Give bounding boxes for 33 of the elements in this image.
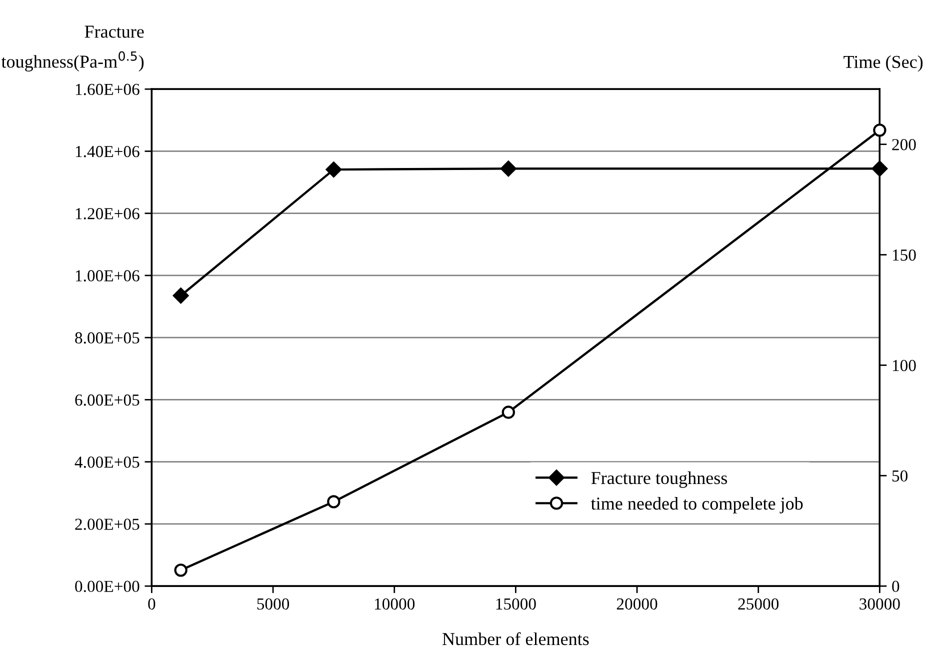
point xyxy=(326,162,342,178)
y-tick-label: 4.00E+05 xyxy=(74,456,140,468)
x-tick-label: 30000 xyxy=(860,598,900,610)
x-tick-label: 5000 xyxy=(257,598,290,610)
point xyxy=(502,406,516,419)
y-tick-label: 1.20E+06 xyxy=(76,208,140,220)
y-tick-label: 2.00E+05 xyxy=(75,518,140,530)
y2-tick-label: 50 xyxy=(892,470,908,482)
point xyxy=(500,160,516,177)
y-tick-label: 6.00E+05 xyxy=(75,394,140,406)
x-tick-label: 20000 xyxy=(616,598,658,610)
point xyxy=(873,124,886,137)
point xyxy=(172,288,189,304)
y-tick-label: 1.00E+06 xyxy=(76,270,140,282)
x-tick-label: 10000 xyxy=(374,598,415,610)
x-tick-label: 15000 xyxy=(496,598,536,610)
y2-axis-title: Time (Sec) xyxy=(844,55,923,72)
y-axis-title: Fracture toughness(Pa-m$^{0.5}$) xyxy=(1,26,144,72)
y-tick-label: 1.60E+06 xyxy=(76,84,140,96)
y2-tick-label: 200 xyxy=(892,139,916,150)
y-tick-label: 1.40E+06 xyxy=(76,146,140,158)
legend-label: time needed to compelete job xyxy=(590,496,803,514)
y-tick-label: 0.00E+00 xyxy=(75,580,140,592)
x-tick-label: 25000 xyxy=(738,598,779,610)
x-axis-title: Number of elements xyxy=(442,632,589,646)
y-tick-label: 8.00E+05 xyxy=(75,332,140,344)
y2-tick-label: 0 xyxy=(892,580,900,592)
legend-label: Fracture toughness xyxy=(591,471,728,488)
y2-tick-label: 150 xyxy=(892,249,916,261)
y2-tick-label: 100 xyxy=(892,360,916,372)
point xyxy=(174,564,188,577)
x-tick-label: 0 xyxy=(148,598,156,610)
point xyxy=(327,495,340,508)
